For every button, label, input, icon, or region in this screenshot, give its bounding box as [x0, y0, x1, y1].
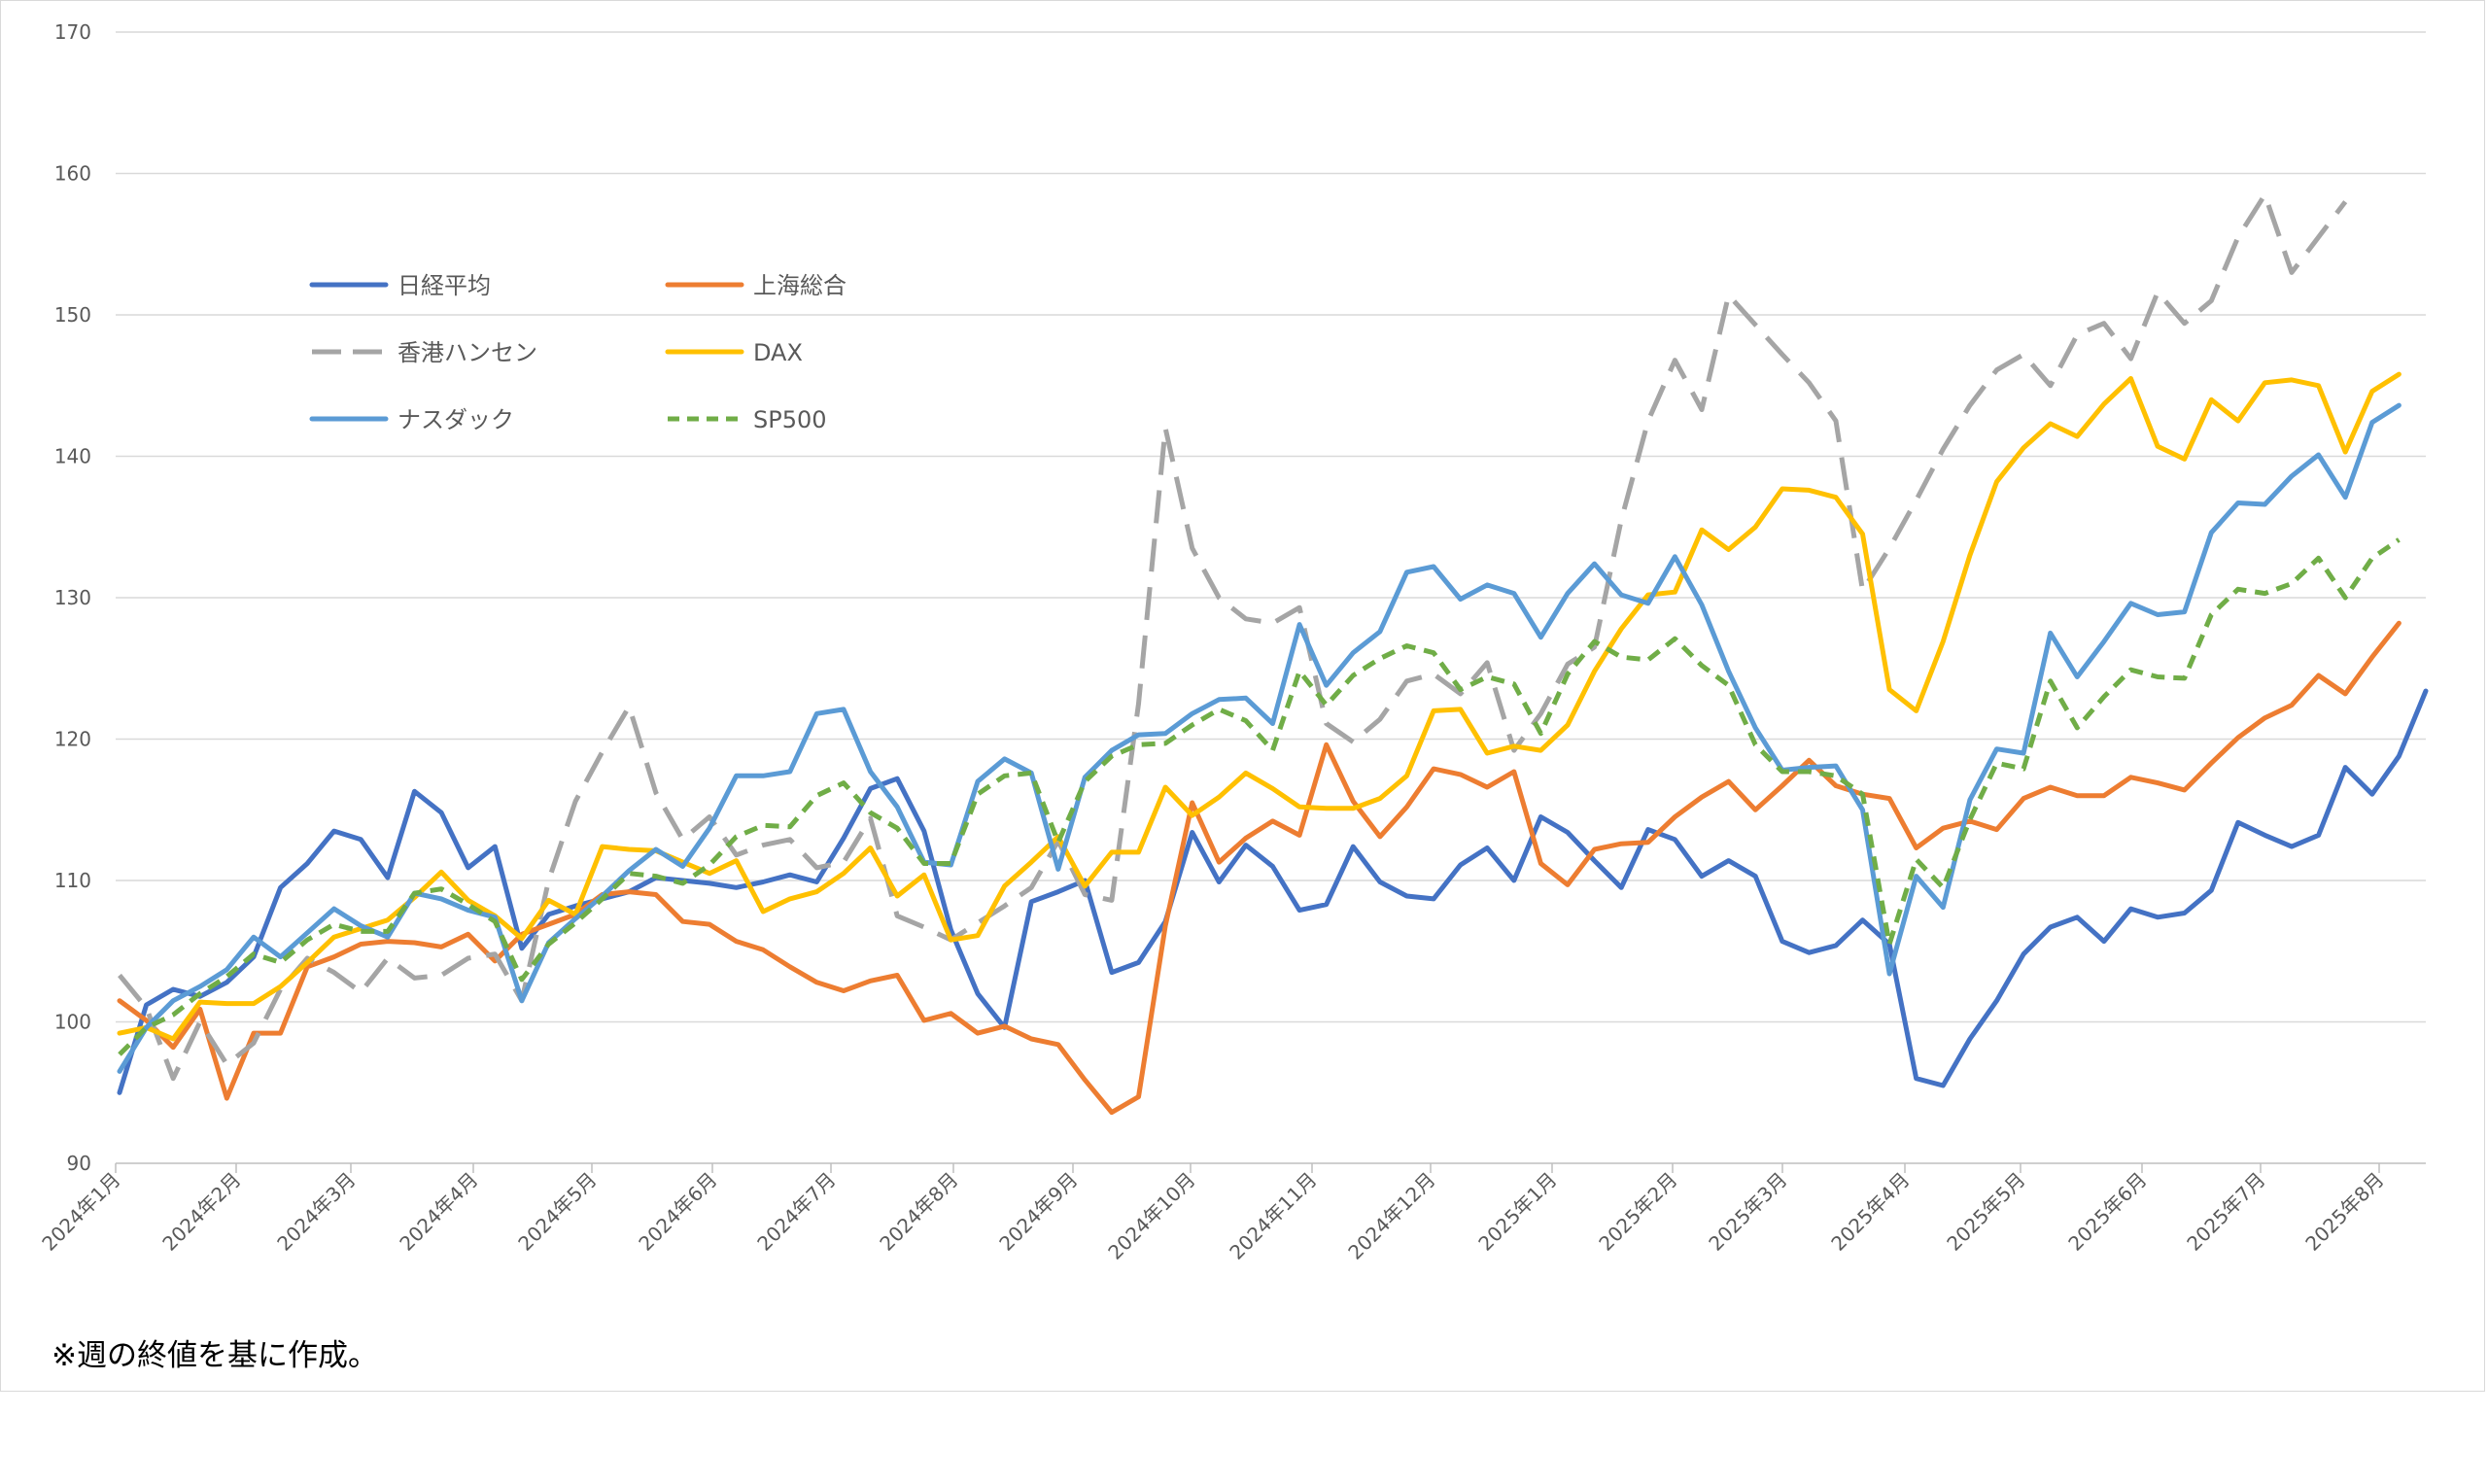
- x-tick-label: 2025年5月: [1942, 1168, 2029, 1256]
- series-line-5: [118, 537, 2401, 1056]
- x-tick-label: 2024年2月: [157, 1168, 245, 1256]
- y-tick-label: 110: [54, 869, 91, 892]
- series-line-0: [117, 688, 2429, 1095]
- x-tick-label: 2024年9月: [994, 1168, 1082, 1256]
- x-tick-label: 2025年8月: [2300, 1168, 2388, 1256]
- series-line-1: [117, 620, 2402, 1116]
- y-tick-label: 160: [54, 162, 91, 186]
- x-tick-label: 2024年12月: [1343, 1168, 1439, 1264]
- y-tick-label: 130: [54, 586, 91, 609]
- x-tick-label: 2024年8月: [875, 1168, 962, 1256]
- legend-label: 日経平均: [397, 272, 491, 299]
- chart-footnote: ※週の終値を基に作成。: [52, 1338, 378, 1373]
- y-tick-label: 120: [54, 728, 91, 751]
- x-tick-label: 2024年1月: [37, 1168, 124, 1256]
- legend-item-5: SP500: [668, 406, 827, 433]
- legend-item-4: ナスダック: [309, 406, 514, 433]
- x-tick-label: 2024年5月: [513, 1168, 601, 1256]
- x-tick-label: 2025年7月: [2182, 1168, 2269, 1256]
- x-tick-label: 2024年4月: [395, 1168, 482, 1256]
- x-tick-label: 2024年11月: [1225, 1168, 1321, 1264]
- legend-label: 香港ハンセン: [397, 339, 537, 366]
- x-tick-label: 2025年2月: [1594, 1168, 1681, 1256]
- legend-label: 上海総合: [753, 272, 847, 299]
- chart-frame: 90 100 110 120 130 140 150 160 170 2024年1月 2024年2…: [0, 0, 2485, 1392]
- x-tick-label: 2025年4月: [1826, 1168, 1914, 1256]
- series-line-2: [118, 191, 2348, 1082]
- legend-label: DAX: [753, 339, 803, 366]
- y-tick-label: 170: [54, 20, 91, 44]
- legend-item-0: 日経平均: [309, 272, 491, 299]
- series-line-3: [117, 371, 2402, 1042]
- line-chart: 90 100 110 120 130 140 150 160 170 2024年1月 2024年2…: [37, 20, 2429, 1264]
- legend-item-3: DAX: [665, 339, 803, 366]
- legend-label: ナスダック: [397, 406, 514, 433]
- y-tick-label: 140: [54, 445, 91, 468]
- x-tick-label: 2025年3月: [1704, 1168, 1791, 1256]
- x-tick-label: 2024年7月: [752, 1168, 840, 1256]
- y-tick-label: 90: [67, 1152, 91, 1175]
- x-tick-label: 2024年10月: [1103, 1168, 1199, 1264]
- y-tick-label: 150: [54, 303, 91, 327]
- legend-label: SP500: [753, 406, 827, 433]
- legend-item-2: 香港ハンセン: [312, 339, 537, 366]
- x-tick-label: 2024年3月: [272, 1168, 360, 1256]
- x-tick-label: 2025年6月: [2063, 1168, 2151, 1256]
- legend-item-1: 上海総合: [665, 272, 847, 299]
- series-line-4: [117, 402, 2402, 1074]
- y-tick-label: 100: [54, 1011, 91, 1034]
- x-tick-label: 2025年1月: [1473, 1168, 1561, 1256]
- x-tick-label: 2024年6月: [634, 1168, 721, 1256]
